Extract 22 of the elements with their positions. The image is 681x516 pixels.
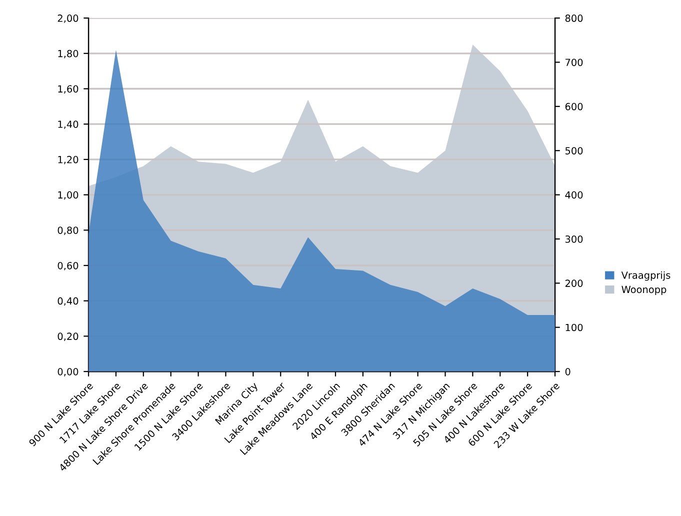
y-tick-label: 0,40 <box>58 297 78 306</box>
y-tick-label: 0,60 <box>58 262 78 270</box>
y2-tick-label: 100 <box>566 324 583 332</box>
y-tick-label: 0,80 <box>58 226 78 235</box>
y-tick-label: 1,40 <box>58 120 78 129</box>
y2-tick-label: 400 <box>565 191 583 199</box>
y-tick-label: 0,20 <box>58 332 78 341</box>
y-tick-label: 2,00 <box>58 14 78 23</box>
y2-tick-label: 0 <box>565 368 570 376</box>
y-tick-label: 1,20 <box>58 156 78 164</box>
y2-tick-label: 500 <box>565 147 583 154</box>
y-tick-label: 1,80 <box>58 50 78 58</box>
y-tick-label: 1,60 <box>58 85 78 94</box>
legend-label: Woonopp <box>622 286 666 295</box>
y2-tick-label: 800 <box>565 14 583 22</box>
legend-label: Vraagprijs <box>621 271 670 281</box>
y-tick-label: 1,00 <box>58 191 78 200</box>
y2-tick-label: 300 <box>565 235 583 243</box>
y2-tick-label: 200 <box>565 280 583 287</box>
y2-tick-label: 600 <box>565 102 583 110</box>
y-tick-label: 0,00 <box>58 368 78 376</box>
y2-tick-label: 700 <box>566 58 583 66</box>
